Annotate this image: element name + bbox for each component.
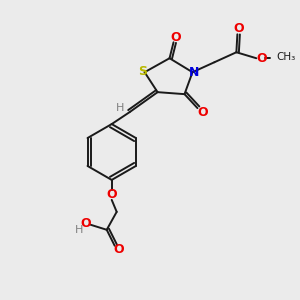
Text: O: O: [197, 106, 208, 118]
Text: S: S: [138, 65, 147, 78]
Text: H: H: [75, 225, 83, 235]
Text: O: O: [80, 217, 91, 230]
Text: H: H: [116, 103, 124, 113]
Text: N: N: [189, 66, 200, 79]
Text: O: O: [106, 188, 117, 201]
Text: CH₃: CH₃: [276, 52, 296, 62]
Text: O: O: [113, 243, 124, 256]
Text: O: O: [170, 31, 181, 44]
Text: O: O: [233, 22, 244, 35]
Text: O: O: [256, 52, 267, 65]
